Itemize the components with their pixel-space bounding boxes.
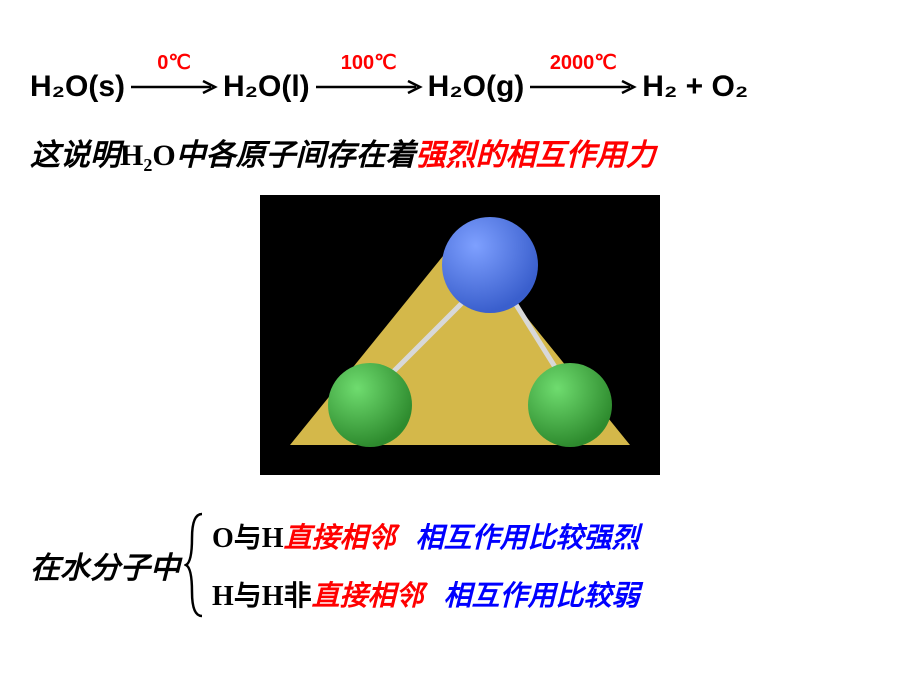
species-3: H₂O(g) (428, 70, 525, 104)
temp-label-3: 2000℃ (550, 50, 617, 75)
explanation-text: 这说明H₂O中各原子间存在着强烈的相互作用力 (30, 130, 900, 174)
explanation-formula: H₂O (120, 139, 176, 172)
result: 相互作用比较强烈 (416, 516, 640, 556)
pair-b: H (262, 581, 284, 613)
reaction-equation: H₂O(s) 0℃ H₂O(l) 100℃ H₂O(g) 2000℃ H₂ + … (30, 70, 900, 104)
arrow-icon (314, 80, 424, 94)
bottom-summary: 在水分子中 O与H直接相邻 相互作用比较强烈 H与H非直接相邻 相互作用比较弱 (30, 510, 900, 620)
arrow-1: 0℃ (129, 80, 219, 94)
product-o2: O₂ (712, 70, 749, 103)
species-2: H₂O(l) (223, 70, 310, 104)
hydrogen-atom-1 (328, 363, 412, 447)
result: 相互作用比较弱 (444, 574, 640, 614)
arrow-3: 2000℃ (528, 80, 638, 94)
plus-sign: + (677, 70, 711, 103)
species-1: H₂O(s) (30, 70, 125, 104)
temp-label-1: 0℃ (157, 50, 191, 75)
row-hh: H与H非直接相邻 相互作用比较弱 (212, 574, 640, 614)
explanation-prefix: 这说明 (30, 139, 120, 172)
molecule-svg (260, 195, 660, 475)
oxygen-atom (442, 217, 538, 313)
brace-icon (184, 510, 208, 620)
row-oh: O与H直接相邻 相互作用比较强烈 (212, 516, 640, 556)
relation: 直接相邻 (284, 516, 396, 556)
temp-label-2: 100℃ (341, 50, 397, 75)
pair-b: H (262, 523, 284, 555)
conj: 与 (234, 516, 262, 556)
bottom-label: 在水分子中 (30, 543, 180, 587)
pair-a: O (212, 523, 234, 555)
neg: 非 (284, 574, 312, 614)
explanation-emphasis: 强烈的相互作用力 (416, 139, 656, 172)
bottom-rows: O与H直接相邻 相互作用比较强烈 H与H非直接相邻 相互作用比较弱 (212, 516, 640, 614)
explanation-mid: 中各原子间存在着 (176, 139, 416, 172)
relation: 直接相邻 (312, 574, 424, 614)
species-4: H₂ + O₂ (642, 70, 748, 104)
arrow-icon (129, 80, 219, 94)
arrow-icon (528, 80, 638, 94)
product-h2: H₂ (642, 70, 677, 103)
conj: 与 (234, 574, 262, 614)
pair-a: H (212, 581, 234, 613)
arrow-2: 100℃ (314, 80, 424, 94)
water-molecule-diagram (260, 195, 660, 475)
hydrogen-atom-2 (528, 363, 612, 447)
